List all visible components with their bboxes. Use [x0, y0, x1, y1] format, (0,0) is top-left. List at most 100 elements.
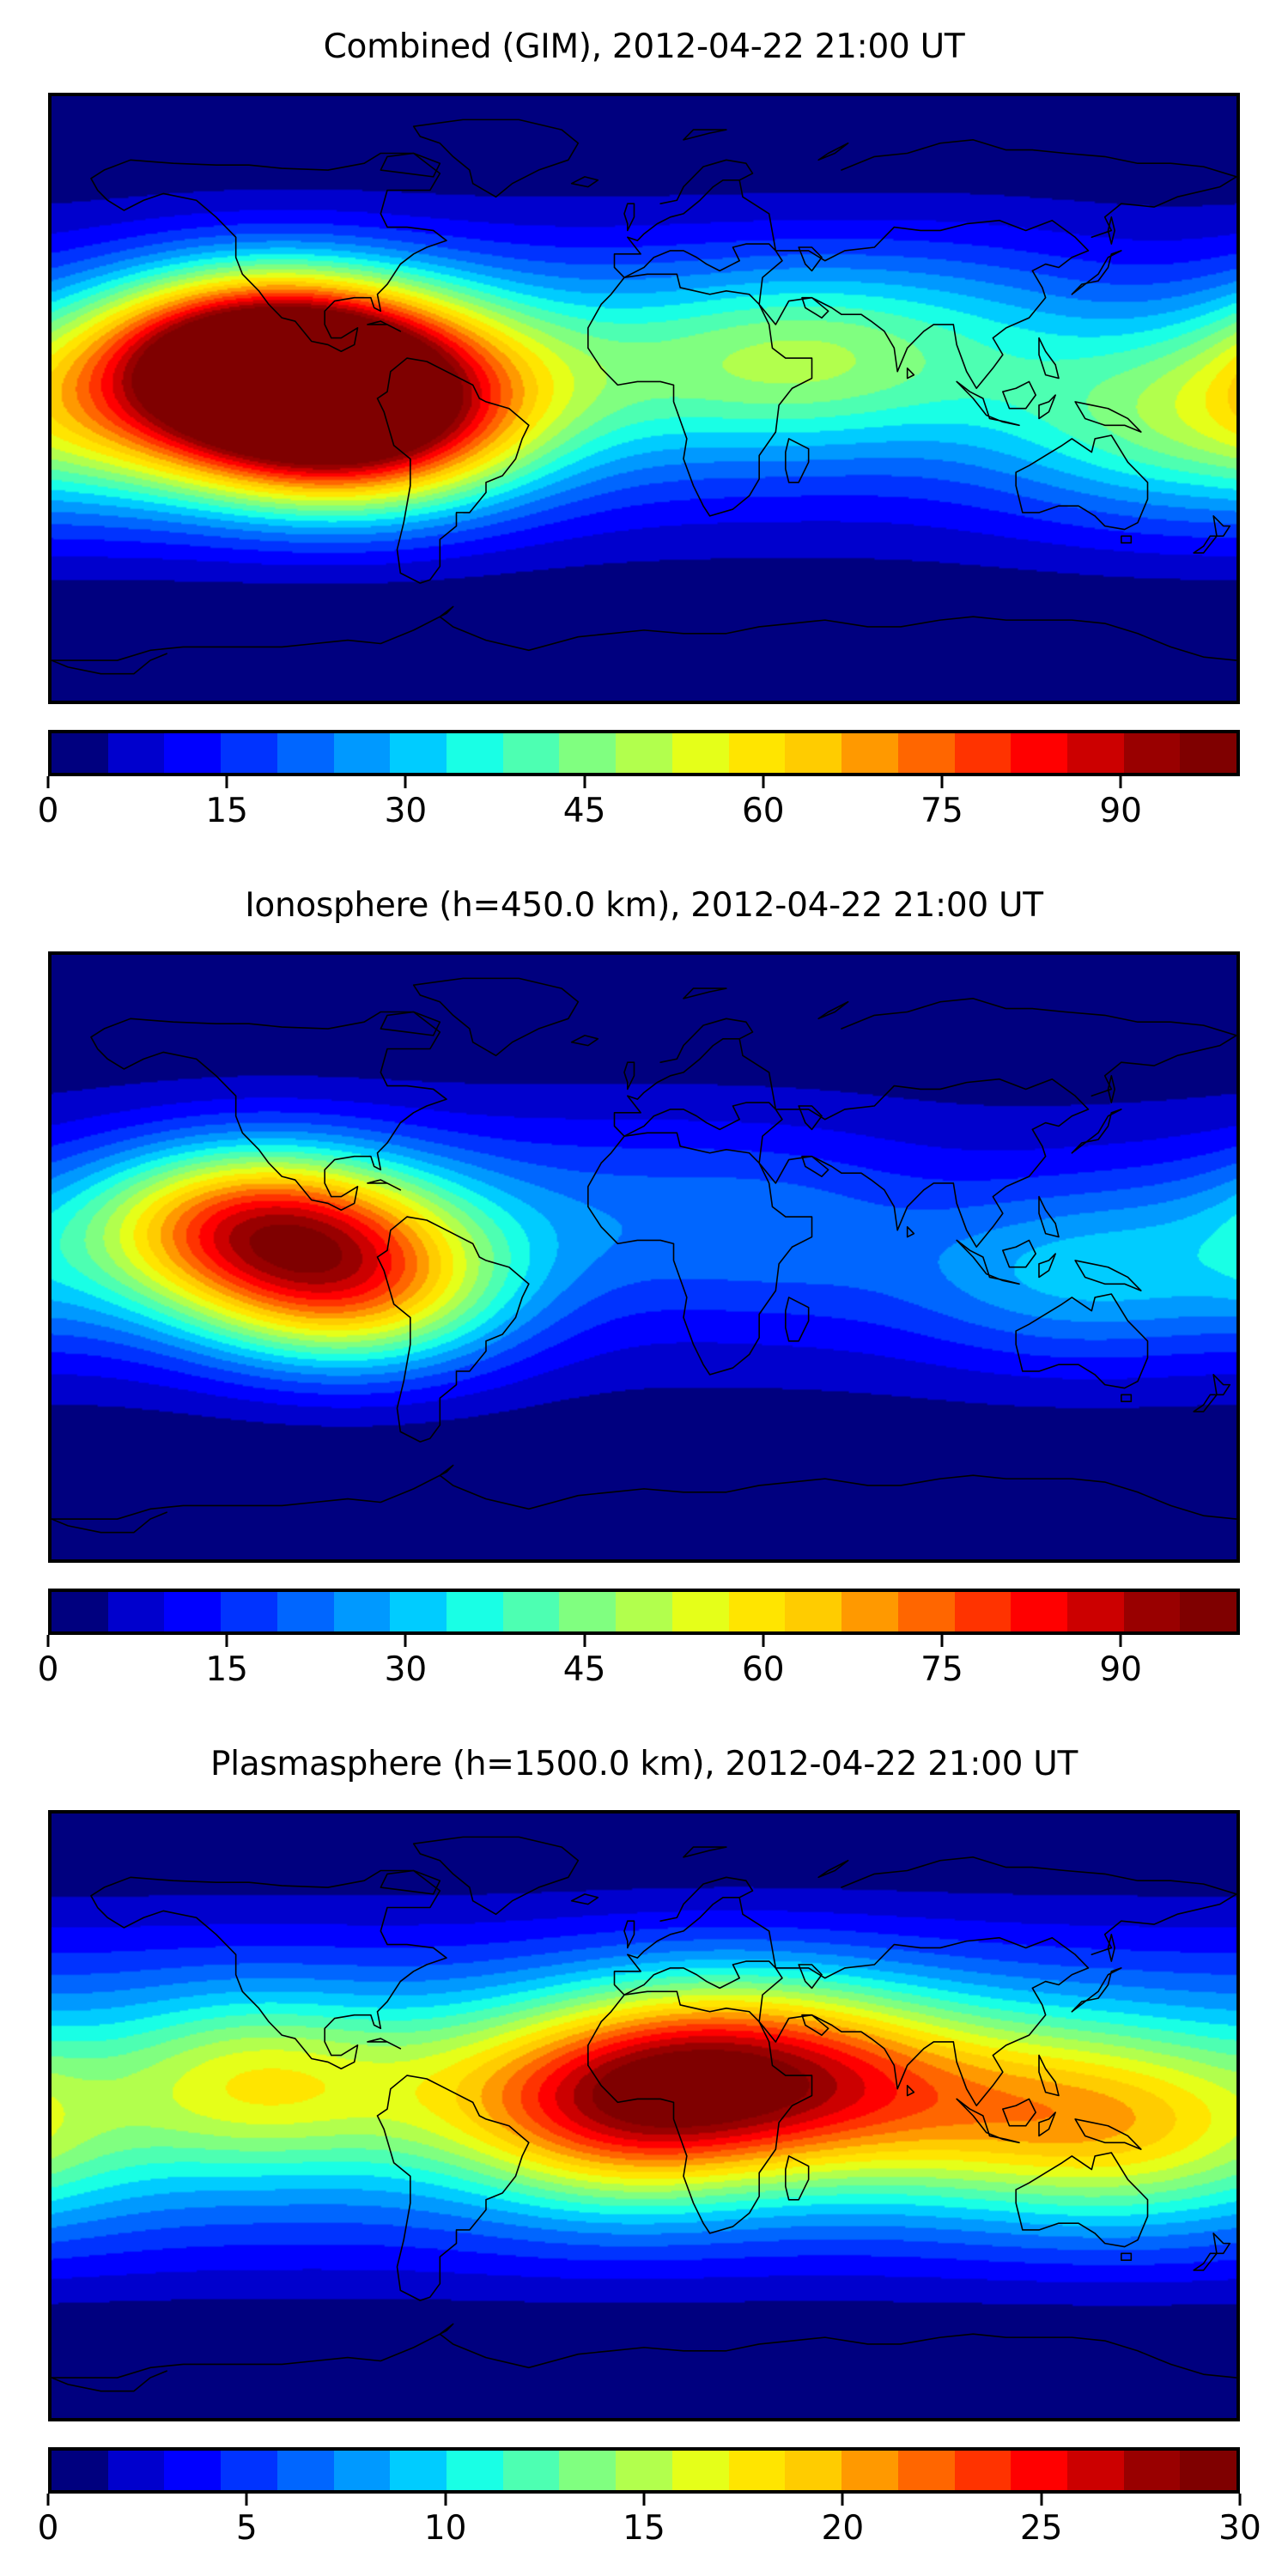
panel-ionosphere-450: Ionosphere (h=450.0 km), 2012-04-22 21:0…	[0, 859, 1288, 1717]
colorbar-segment	[1011, 733, 1067, 773]
colorbar-segment	[333, 733, 391, 773]
colorbar-segment	[559, 733, 617, 773]
colorbar-segment	[728, 1592, 786, 1631]
colorbar-tick-label: 0	[37, 1650, 59, 1689]
colorbar-tick	[762, 1635, 765, 1647]
colorbar-tick-label: 15	[623, 2509, 665, 2548]
colorbar-segment	[1123, 1592, 1181, 1631]
colorbar-tick-label: 5	[235, 2509, 258, 2548]
colorbar-tick-label: 15	[205, 1650, 249, 1689]
colorbar-tick	[46, 776, 50, 788]
colorbar-segment	[1180, 1592, 1237, 1631]
colorbar-gradient	[48, 730, 1240, 776]
colorbar-tick	[444, 2494, 447, 2506]
colorbar-segment	[390, 733, 447, 773]
colorbar-segment	[221, 2451, 277, 2490]
colorbar-tick-label: 30	[384, 1650, 428, 1689]
colorbar-segment	[502, 1592, 560, 1631]
colorbar-segment	[276, 2451, 334, 2490]
panel-title: Ionosphere (h=450.0 km), 2012-04-22 21:0…	[245, 886, 1043, 925]
colorbar-segment	[897, 733, 955, 773]
colorbar-tick-label: 10	[423, 2509, 467, 2548]
colorbar-segment	[728, 733, 786, 773]
colorbar-segment	[447, 733, 503, 773]
colorbar-segment	[671, 733, 729, 773]
colorbar-segment	[1011, 1592, 1067, 1631]
colorbar-segment	[333, 1592, 391, 1631]
map-ionosphere-450	[48, 951, 1240, 1563]
colorbar-tick-label: 45	[562, 1650, 606, 1689]
colorbar-tick	[762, 776, 765, 788]
colorbar-segment	[1066, 1592, 1124, 1631]
colorbar-tick	[46, 2494, 50, 2506]
colorbar-segment	[954, 2451, 1012, 2490]
panel-combined-gim: Combined (GIM), 2012-04-22 21:00 UT 0 15 3…	[0, 0, 1288, 859]
colorbar-segment	[52, 733, 108, 773]
colorbar-segment	[502, 733, 560, 773]
panel-title: Combined (GIM), 2012-04-22 21:00 UT	[323, 27, 965, 66]
colorbar-tick	[245, 2494, 248, 2506]
colorbar-tick-label: 0	[37, 792, 59, 830]
colorbar-segment	[164, 2451, 222, 2490]
map-combined-gim	[48, 93, 1240, 704]
colorbar-segment	[107, 733, 165, 773]
colorbar-segment	[954, 1592, 1012, 1631]
colorbar-segment	[221, 733, 277, 773]
colorbar-segment	[107, 1592, 165, 1631]
colorbar-segment	[1066, 733, 1124, 773]
colorbar-segment	[841, 2451, 898, 2490]
colorbar-tick	[841, 2494, 844, 2506]
colorbar-tick	[404, 1635, 407, 1647]
colorbar-segment	[616, 1592, 672, 1631]
colorbar-segment	[107, 2451, 165, 2490]
colorbar-segment	[1123, 733, 1181, 773]
colorbar-segment	[841, 733, 898, 773]
colorbar-segment	[447, 1592, 503, 1631]
colorbar-segment	[52, 1592, 108, 1631]
colorbar-tick	[1119, 776, 1122, 788]
colorbar-segment	[785, 1592, 842, 1631]
colorbar-tick-label: 15	[205, 792, 249, 830]
colorbar-tick-label: 90	[1099, 1650, 1143, 1689]
colorbar-segment	[616, 733, 672, 773]
colorbar-segment	[785, 733, 842, 773]
colorbar-segment	[897, 1592, 955, 1631]
colorbar-tick-label: 60	[741, 792, 785, 830]
colorbar-ticks: 0 15 30 45 60 75 90	[38, 1635, 1240, 1695]
colorbar-segment	[221, 1592, 277, 1631]
colorbar-segment	[559, 1592, 617, 1631]
colorbar-ionosphere-450: 0 15 30 45 60 75 90	[0, 1589, 1288, 1709]
colorbar-segment	[502, 2451, 560, 2490]
colorbar-segment	[1123, 2451, 1181, 2490]
map-plasmasphere-1500	[48, 1810, 1240, 2421]
colorbar-segment	[164, 1592, 222, 1631]
colorbar-tick-label: 90	[1099, 792, 1143, 830]
colorbar-segment	[1180, 733, 1237, 773]
colorbar-segment	[390, 2451, 447, 2490]
colorbar-tick-label: 75	[920, 792, 963, 830]
colorbar-tick-label: 0	[37, 2509, 59, 2548]
colorbar-segment	[276, 733, 334, 773]
colorbar-segment	[671, 2451, 729, 2490]
colorbar-segment	[276, 1592, 334, 1631]
map-canvas	[52, 955, 1236, 1559]
colorbar-gradient	[48, 1589, 1240, 1635]
colorbar-segment	[785, 2451, 842, 2490]
colorbar-segment	[728, 2451, 786, 2490]
colorbar-segment	[164, 733, 222, 773]
map-canvas	[52, 96, 1236, 701]
colorbar-segment	[954, 733, 1012, 773]
map-canvas	[52, 1814, 1236, 2418]
colorbar-segment	[616, 2451, 672, 2490]
colorbar-tick	[225, 776, 228, 788]
colorbar-segment	[52, 2451, 108, 2490]
colorbar-segment	[559, 2451, 617, 2490]
colorbar-segment	[1066, 2451, 1124, 2490]
colorbar-segment	[447, 2451, 503, 2490]
colorbar-tick	[940, 1635, 944, 1647]
colorbar-tick	[1119, 1635, 1122, 1647]
colorbar-tick-label: 30	[384, 792, 428, 830]
colorbar-ticks: 0 5 10 15 20 25 30	[38, 2494, 1261, 2554]
colorbar-tick	[225, 1635, 228, 1647]
